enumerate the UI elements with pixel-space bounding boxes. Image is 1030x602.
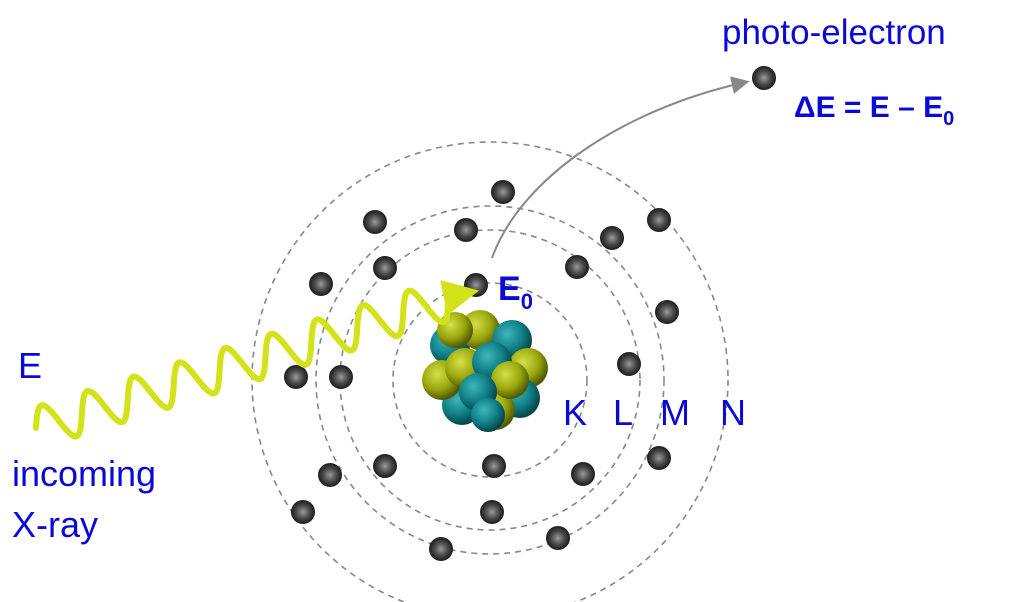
shell-label-k: K	[563, 392, 587, 433]
electron	[647, 446, 671, 470]
electron	[482, 454, 506, 478]
electron	[291, 500, 315, 524]
electron	[600, 226, 624, 250]
photoelectron-path-arrow	[491, 76, 750, 259]
electron	[318, 463, 342, 487]
binding-energy-label: E0	[498, 270, 533, 314]
electron	[647, 208, 671, 232]
electron	[454, 218, 478, 242]
electron	[571, 462, 595, 486]
electron	[480, 500, 504, 524]
incoming-energy-label: E	[18, 345, 42, 386]
electrons	[284, 66, 776, 561]
nucleus	[422, 310, 548, 432]
electron	[491, 180, 515, 204]
shell-label-l: L	[613, 392, 633, 433]
electron	[363, 210, 387, 234]
electron	[617, 352, 641, 376]
electron	[329, 365, 353, 389]
electron	[546, 526, 570, 550]
electron	[284, 365, 308, 389]
electron	[565, 255, 589, 279]
orbit-n	[251, 141, 729, 602]
electron	[373, 256, 397, 280]
electron	[429, 537, 453, 561]
xray-wave-arrow	[33, 279, 480, 440]
incoming-label-line1: incoming	[12, 453, 156, 494]
orbit-m	[315, 205, 665, 555]
shell-labels: K L M N	[563, 392, 746, 433]
electron	[373, 454, 397, 478]
shell-label-m: M	[660, 392, 690, 433]
shell-label-n: N	[720, 392, 746, 433]
orbits	[251, 141, 729, 602]
photo-electron-label: photo-electron	[722, 13, 946, 52]
electron	[309, 272, 333, 296]
orbit-k	[392, 282, 588, 478]
incoming-label-line2: X-ray	[12, 504, 98, 545]
delta-e-label: ΔE = E – E0	[794, 91, 954, 130]
electron	[655, 300, 679, 324]
orbit-l	[339, 229, 641, 531]
photoelectron	[752, 66, 776, 90]
